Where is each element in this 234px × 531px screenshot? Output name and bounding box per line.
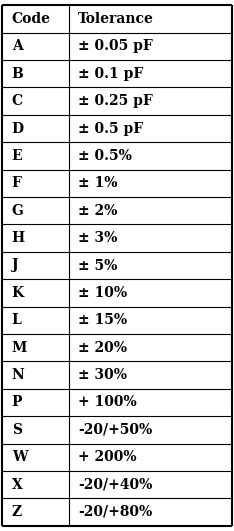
Text: ± 5%: ± 5% — [78, 259, 117, 272]
Text: M: M — [12, 341, 27, 355]
Text: Code: Code — [12, 12, 51, 26]
Text: -20/+50%: -20/+50% — [78, 423, 153, 437]
Text: E: E — [12, 149, 22, 163]
Text: + 100%: + 100% — [78, 396, 137, 409]
Text: ± 3%: ± 3% — [78, 231, 117, 245]
Text: C: C — [12, 94, 23, 108]
Text: -20/+40%: -20/+40% — [78, 477, 153, 492]
Text: X: X — [12, 477, 22, 492]
Text: Tolerance: Tolerance — [78, 12, 154, 26]
Text: ± 0.5%: ± 0.5% — [78, 149, 132, 163]
Text: J: J — [12, 259, 18, 272]
Text: A: A — [12, 39, 22, 54]
Text: -20/+80%: -20/+80% — [78, 505, 153, 519]
Text: H: H — [12, 231, 25, 245]
Text: ± 15%: ± 15% — [78, 313, 127, 327]
Text: ± 0.25 pF: ± 0.25 pF — [78, 94, 153, 108]
Text: ± 1%: ± 1% — [78, 176, 118, 190]
Text: + 200%: + 200% — [78, 450, 137, 464]
Text: N: N — [12, 368, 24, 382]
Text: ± 2%: ± 2% — [78, 204, 117, 218]
Text: F: F — [12, 176, 22, 190]
Text: ± 30%: ± 30% — [78, 368, 127, 382]
Text: ± 0.05 pF: ± 0.05 pF — [78, 39, 153, 54]
Text: K: K — [12, 286, 24, 300]
Text: ± 10%: ± 10% — [78, 286, 127, 300]
Text: ± 20%: ± 20% — [78, 341, 127, 355]
Text: ± 0.5 pF: ± 0.5 pF — [78, 122, 143, 135]
Text: S: S — [12, 423, 22, 437]
Text: G: G — [12, 204, 24, 218]
Text: P: P — [12, 396, 22, 409]
Text: B: B — [12, 67, 23, 81]
Text: ± 0.1 pF: ± 0.1 pF — [78, 67, 143, 81]
Text: Z: Z — [12, 505, 22, 519]
Text: L: L — [12, 313, 22, 327]
Text: W: W — [12, 450, 27, 464]
Text: D: D — [12, 122, 24, 135]
